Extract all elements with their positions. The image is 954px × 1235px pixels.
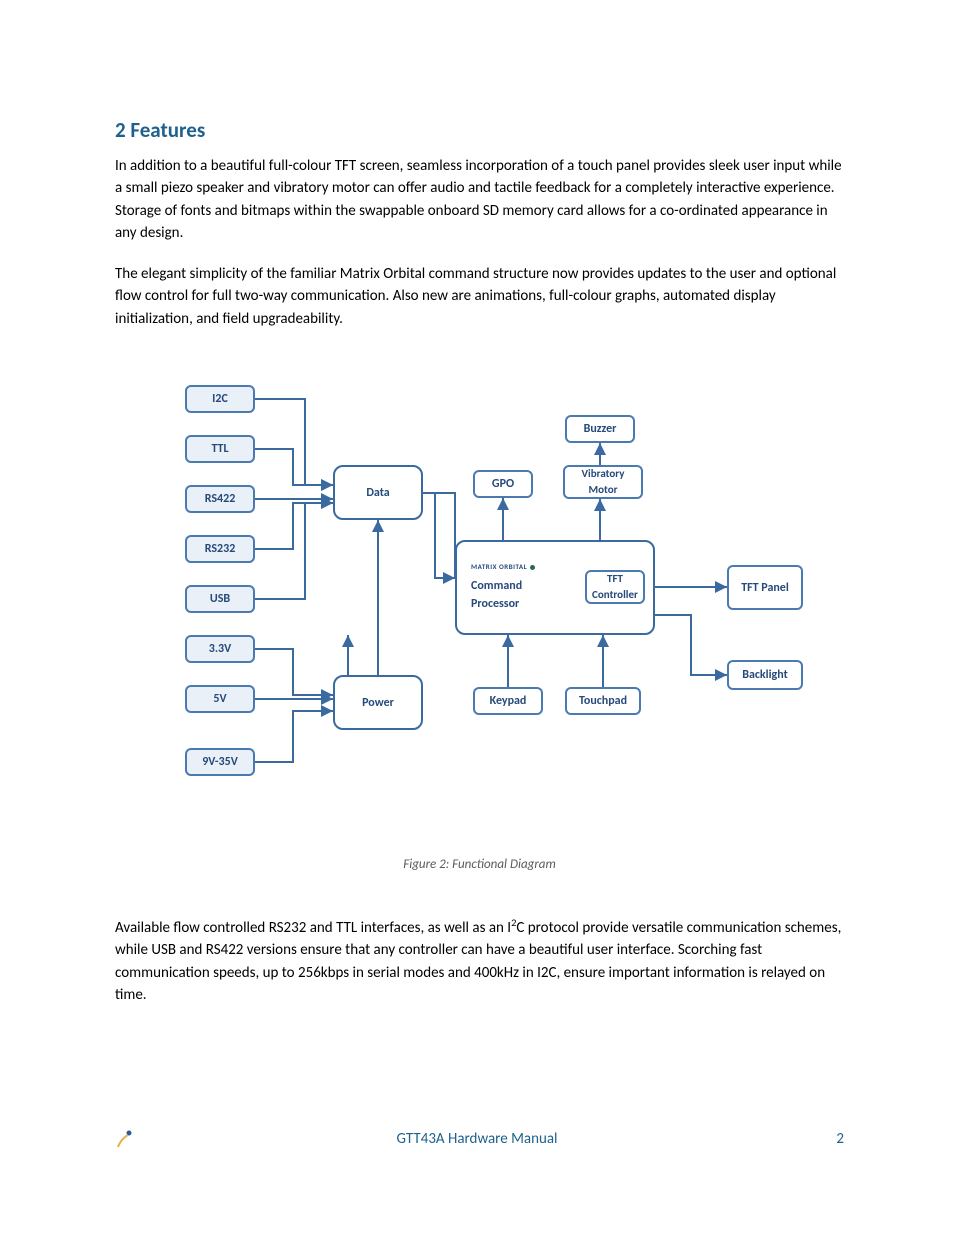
- diagram-node-buzzer: Buzzer: [565, 415, 635, 443]
- diagram-node-rs422: RS422: [185, 485, 255, 513]
- paragraph-2: The elegant simplicity of the familiar M…: [115, 263, 844, 331]
- diagram-node-i2c: I2C: [185, 385, 255, 413]
- diagram-node-touch: Touchpad: [565, 687, 641, 715]
- diagram-node-5v: 5V: [185, 685, 255, 713]
- diagram-node-9v35v: 9V-35V: [185, 748, 255, 776]
- diagram-node-ttl: TTL: [185, 435, 255, 463]
- diagram-node-tftctl: TFT Controller: [585, 570, 645, 604]
- diagram-node-backlt: Backlight: [727, 660, 803, 690]
- footer-title: GTT43A Hardware Manual: [0, 1128, 954, 1151]
- diagram-node-3v3: 3.3V: [185, 635, 255, 663]
- diagram-node-data: Data: [333, 465, 423, 520]
- paragraph-3: Available flow controlled RS232 and TTL …: [115, 915, 844, 1007]
- page-footer: GTT43A Hardware Manual 2: [0, 1128, 954, 1151]
- figure-2-diagram: I2C TTL RS422 RS232 USB 3.3V 5V 9V-35V Data Power…: [115, 385, 844, 835]
- figure-caption: Figure 2: Functional Diagram: [115, 855, 844, 875]
- diagram-node-tftpan: TFT Panel: [727, 565, 803, 610]
- paragraph-1: In addition to a beautiful full-colour T…: [115, 155, 844, 245]
- section-heading: 2 Features: [115, 115, 844, 147]
- diagram-node-rs232: RS232: [185, 535, 255, 563]
- diagram-node-power: Power: [333, 675, 423, 730]
- diagram-node-keypad: Keypad: [473, 687, 543, 715]
- diagram-node-gpo: GPO: [473, 470, 533, 498]
- diagram-node-usb: USB: [185, 585, 255, 613]
- diagram-node-vib: Vibratory Motor: [563, 465, 643, 499]
